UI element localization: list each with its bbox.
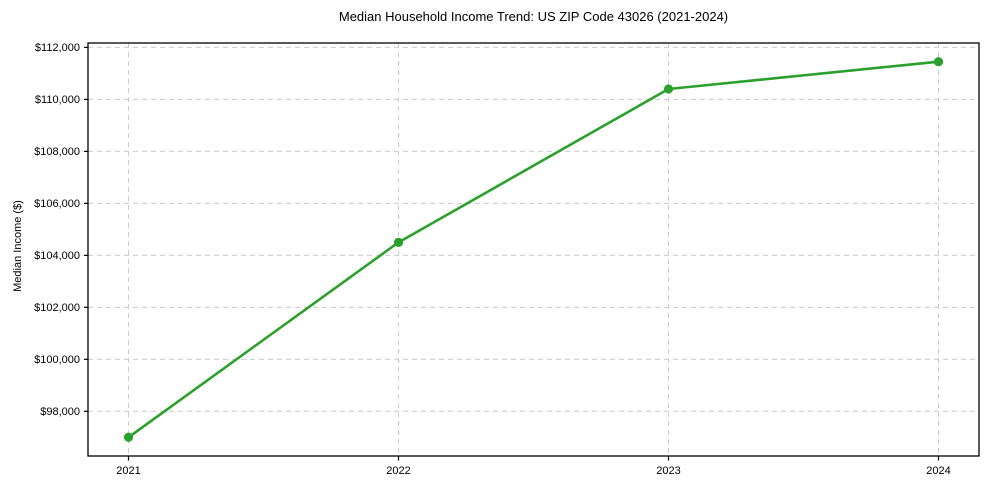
plot-border — [87, 42, 980, 457]
y-axis-label: Median Income ($) — [12, 200, 24, 292]
x-tick-label: 2024 — [926, 465, 950, 477]
y-tick-label: $108,000 — [34, 146, 80, 158]
chart-title: Median Household Income Trend: US ZIP Co… — [338, 9, 729, 24]
y-tick-label: $112,000 — [35, 42, 80, 54]
x-tick-label: 2022 — [386, 465, 410, 477]
y-tick-label: $110,000 — [35, 94, 80, 106]
data-point-marker — [393, 237, 404, 247]
y-tick-label: $98,000 — [40, 406, 80, 418]
x-tick-label: 2023 — [656, 465, 680, 477]
x-tick-label: 2021 — [116, 465, 140, 477]
data-point-marker — [123, 432, 134, 442]
y-tick-label: $104,000 — [34, 250, 80, 262]
y-tick-label: $106,000 — [34, 198, 80, 210]
y-tick-label: $100,000 — [34, 354, 80, 366]
trend-line — [127, 60, 940, 439]
data-point-marker — [663, 84, 674, 94]
y-tick-label: $102,000 — [34, 302, 80, 314]
data-point-marker — [933, 57, 944, 67]
